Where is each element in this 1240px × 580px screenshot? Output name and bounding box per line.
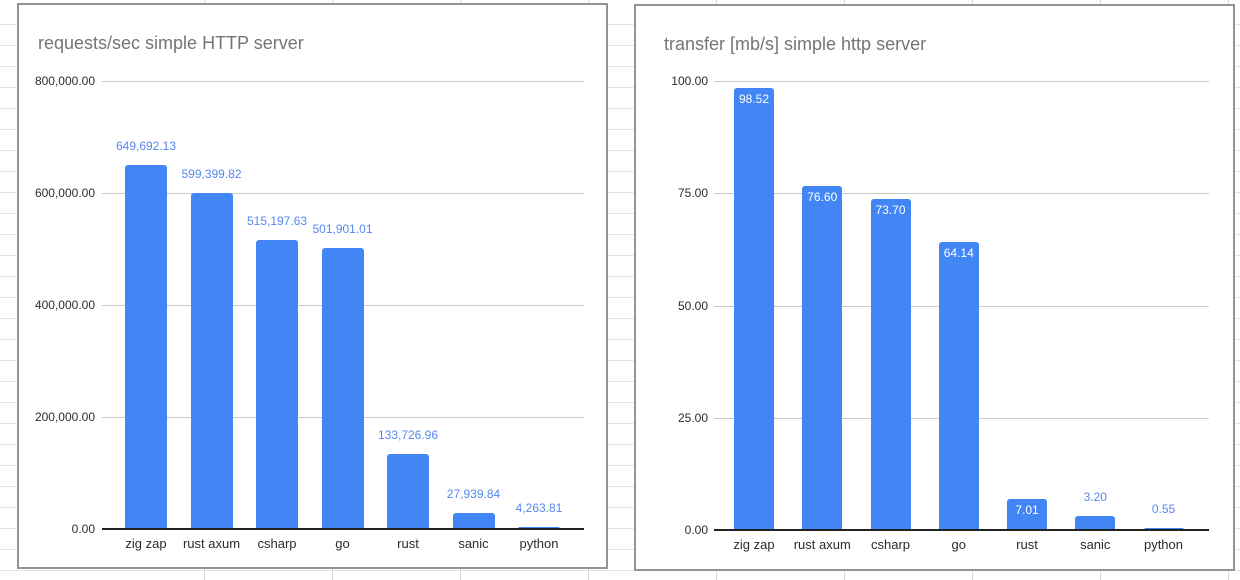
x-axis-baseline: [714, 529, 1209, 531]
gridline: [714, 193, 1209, 195]
y-axis-tick-label: 25.00: [677, 410, 708, 425]
bar-value-label: 3.20: [1083, 489, 1107, 504]
bar-value-label: 73.70: [875, 203, 906, 218]
plot-area: 0.00 200,000.00 400,000.00 600,000.00 800,00…: [19, 5, 606, 567]
bar-python[interactable]: [1143, 527, 1184, 530]
y-axis-tick-label: 800,000.00: [34, 74, 95, 88]
bar-value-label: 7.01: [1015, 502, 1039, 517]
gridline: [102, 81, 584, 82]
x-axis-category-label: rust axum: [182, 536, 241, 551]
bar-value-label: 0.55: [1151, 501, 1176, 516]
y-axis-tick-label: 75.00: [677, 186, 708, 201]
bar-value-label: 133,726.96: [377, 428, 439, 443]
bar-rust[interactable]: [1007, 498, 1047, 530]
chart-panel-transfer-mbps[interactable]: transfer [mb/s] simple http server 0.00 2…: [634, 4, 1235, 571]
y-axis-tick-label: 0.00: [71, 522, 95, 536]
bar-value-label: 98.52: [738, 91, 770, 106]
y-axis-tick-label: 0.00: [684, 523, 708, 537]
bar-go[interactable]: [938, 242, 979, 530]
chart-panel-requests-per-sec[interactable]: requests/sec simple HTTP server 0.00 200,…: [17, 3, 608, 569]
x-axis-baseline: [102, 528, 584, 530]
bar-csharp[interactable]: [870, 199, 911, 530]
x-axis-category-label: rust: [397, 536, 419, 551]
bar-zig-zap[interactable]: [125, 165, 167, 529]
x-axis-category-label: go: [951, 537, 966, 552]
bar-value-label: 64.14: [943, 246, 974, 260]
x-axis-category-label: zig zap: [125, 536, 167, 551]
x-axis-category-label: zig zap: [733, 537, 775, 552]
bar-value-label: 501,901.01: [312, 221, 373, 236]
x-axis-category-label: sanic: [1080, 537, 1111, 552]
x-axis-category-label: python: [1143, 537, 1184, 552]
x-axis-category-label: rust: [1016, 537, 1038, 552]
bar-value-label: 76.60: [807, 190, 838, 205]
x-axis-category-label: go: [335, 536, 350, 551]
bar-value-label: 515,197.63: [246, 214, 308, 229]
bar-value-label: 599,399.82: [181, 167, 242, 182]
bar-python[interactable]: [518, 526, 560, 529]
gridline: [102, 193, 584, 194]
bar-value-label: 27,939.84: [446, 487, 501, 502]
bar-rust-axum[interactable]: [190, 193, 233, 529]
x-axis-category-label: csharp: [870, 537, 911, 552]
bar-sanic[interactable]: [452, 513, 495, 529]
bar-go[interactable]: [321, 247, 364, 529]
gridline: [714, 81, 1209, 82]
x-axis-category-label: csharp: [257, 536, 297, 551]
bar-rust-axum[interactable]: [802, 186, 843, 530]
x-axis-category-label: rust axum: [793, 537, 851, 552]
bar-zig-zap[interactable]: [734, 87, 774, 530]
y-axis-tick-label: 100.00: [671, 74, 708, 88]
x-axis-category-label: sanic: [458, 536, 489, 551]
bar-rust[interactable]: [387, 454, 429, 529]
y-axis-tick-label: 600,000.00: [34, 186, 95, 200]
y-axis-tick-label: 200,000.00: [34, 410, 95, 424]
bar-sanic[interactable]: [1075, 515, 1116, 530]
x-axis-category-label: python: [519, 536, 559, 551]
y-axis-tick-label: 400,000.00: [34, 298, 95, 312]
bar-value-label: 649,692.13: [115, 139, 177, 154]
chart-title: requests/sec simple HTTP server: [38, 33, 304, 53]
bar-csharp[interactable]: [256, 240, 298, 529]
y-axis-tick-label: 50.00: [677, 298, 708, 313]
bar-value-label: 4,263.81: [515, 500, 563, 515]
chart-title: transfer [mb/s] simple http server: [664, 34, 927, 54]
plot-area: 0.00 25.00 50.00 75.00 100.00 98.52 zig zap 76.…: [636, 6, 1233, 569]
